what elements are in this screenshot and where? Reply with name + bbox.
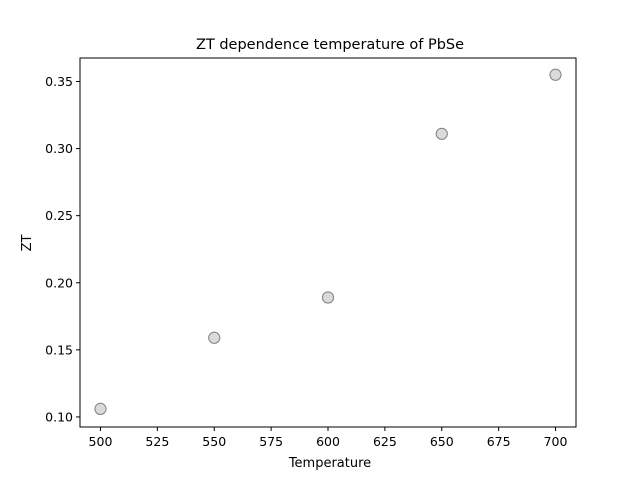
y-axis-label: ZT xyxy=(20,235,35,252)
x-tick-label: 575 xyxy=(259,434,283,449)
data-point xyxy=(94,402,107,415)
x-tick-label: 525 xyxy=(145,434,169,449)
x-tick-label: 675 xyxy=(487,434,511,449)
x-tick-label: 700 xyxy=(544,434,568,449)
y-tick-label: 0.15 xyxy=(45,342,73,357)
y-tick-label: 0.35 xyxy=(45,74,73,89)
x-tick-label: 625 xyxy=(373,434,397,449)
y-tick-label: 0.30 xyxy=(45,141,73,156)
axes-frame xyxy=(79,57,577,428)
y-tick-label: 0.25 xyxy=(45,208,73,223)
data-point xyxy=(435,127,448,140)
y-tick-label: 0.10 xyxy=(45,409,73,424)
data-point xyxy=(208,331,221,344)
x-tick-label: 600 xyxy=(316,434,340,449)
plot-area: 500 525 550 575 600 625 650 675 700 0.10 0.15 0.20 0… xyxy=(45,57,577,449)
chart-title: ZT dependence temperature of PbSe xyxy=(196,37,464,53)
data-point xyxy=(549,68,562,81)
x-tick-label: 550 xyxy=(202,434,226,449)
x-tick-label: 650 xyxy=(430,434,454,449)
x-tick-label: 500 xyxy=(89,434,113,449)
y-tick-label: 0.20 xyxy=(45,275,73,290)
x-axis-label: Temperature xyxy=(288,456,371,471)
data-point xyxy=(321,291,335,304)
